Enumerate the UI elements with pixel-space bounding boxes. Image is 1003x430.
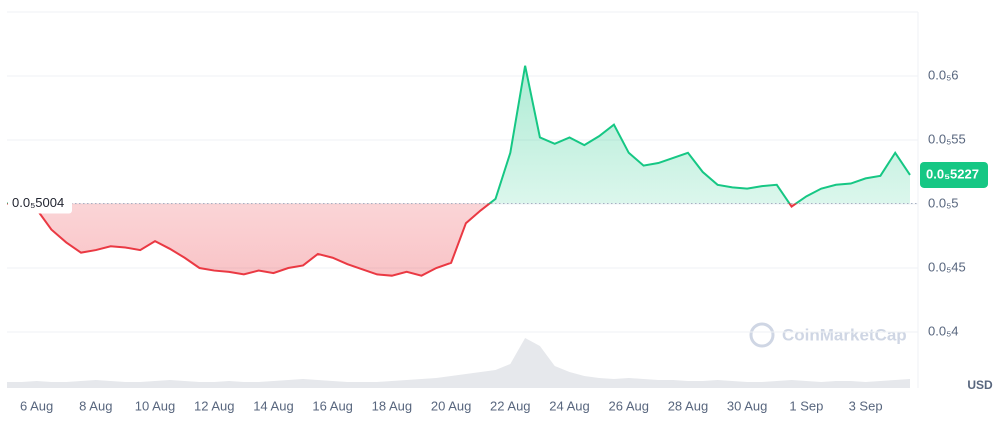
last-price-box [920,161,988,188]
area-down [7,203,797,276]
x-tick-label: 1 Sep [789,398,823,413]
x-tick-label: 3 Sep [849,398,883,413]
x-tick-label: 28 Aug [668,398,709,413]
y-tick-label: 0.0₅6 [928,67,959,82]
x-tick-label: 14 Aug [253,398,294,413]
x-tick-label: 18 Aug [372,398,413,413]
watermark: CoinMarketCap [749,322,907,348]
x-tick-label: 20 Aug [431,398,472,413]
y-tick-label: 0.0₅45 [928,259,966,274]
y-tick-label: 0.0₅4 [928,323,959,338]
x-tick-label: 6 Aug [20,398,53,413]
baseline-label-box [8,193,72,214]
x-tick-label: 30 Aug [727,398,768,413]
last-price-label: 0.0₅5227 [926,166,979,181]
x-tick-label: 26 Aug [608,398,649,413]
x-tick-label: 16 Aug [312,398,353,413]
price-line-down [6,203,798,277]
y-tick-label: 0.0₅55 [928,131,966,146]
volume-area [7,338,910,388]
x-tick-label: 24 Aug [549,398,590,413]
currency-label: USD [967,378,993,392]
price-line-up [6,65,911,204]
baseline-label: 0.0₅5004 [12,195,64,210]
y-tick-label: 0.0₅5 [928,195,959,210]
x-tick-label: 22 Aug [490,398,531,413]
x-tick-label: 8 Aug [79,398,112,413]
x-tick-label: 10 Aug [135,398,176,413]
area-up [7,65,910,204]
x-tick-label: 12 Aug [194,398,235,413]
watermark-text: CoinMarketCap [782,325,907,344]
